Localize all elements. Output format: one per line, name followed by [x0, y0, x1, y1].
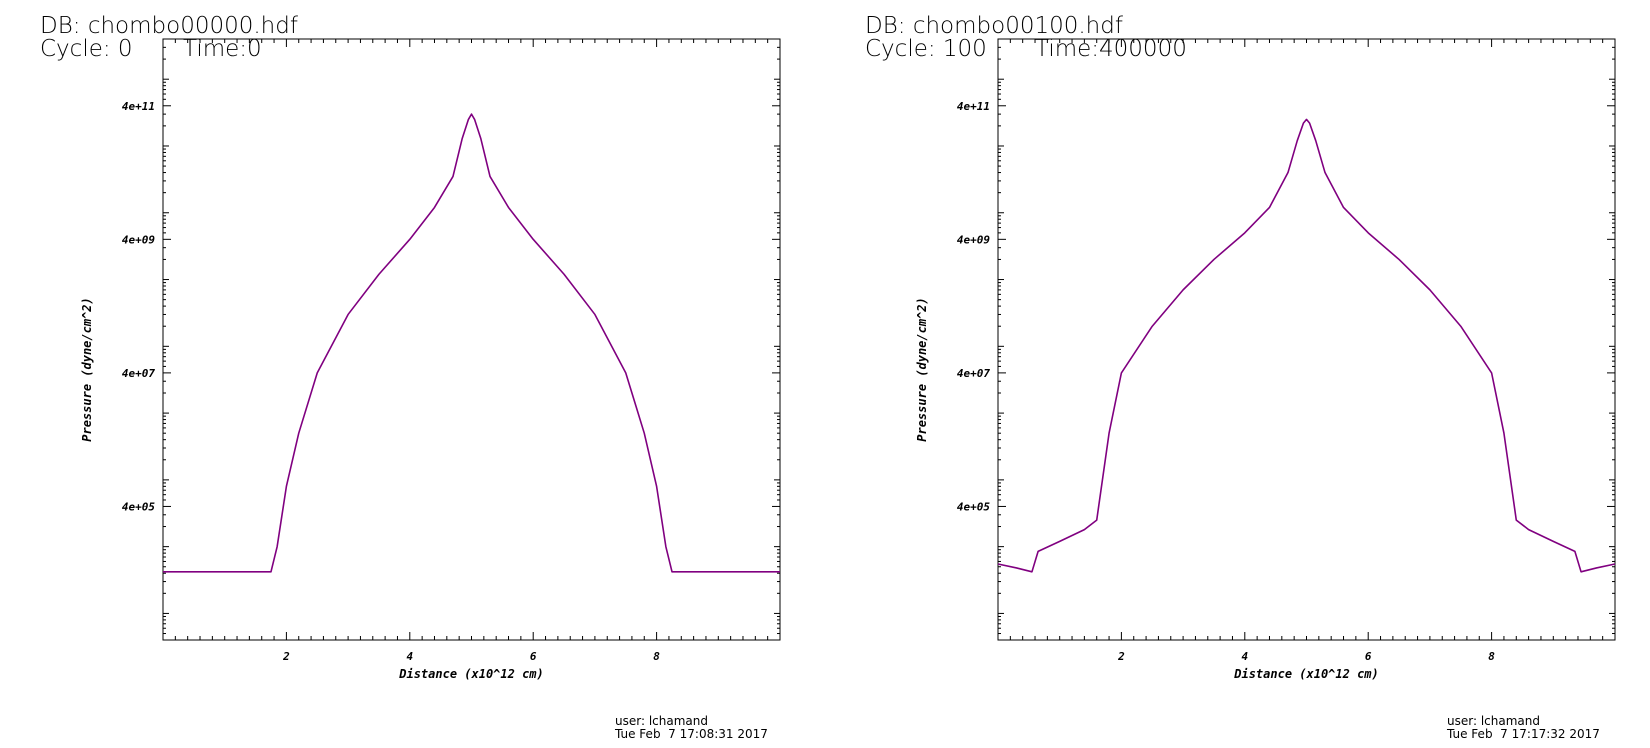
- x-tick-label: 8: [653, 650, 660, 663]
- user-label: user: lchamand: [1447, 714, 1540, 728]
- chart-left: 2 4 6 8 4e+05 4e+07 4e+09 4e+11 Distance (x10^12…: [80, 38, 781, 681]
- cycle-label: Cycle: 0: [40, 36, 133, 62]
- time-label: Time:400000: [1035, 36, 1187, 62]
- y-tick-label: 4e+09: [122, 233, 155, 246]
- x-tick-label: 8: [1488, 650, 1495, 663]
- pressure-curve: [997, 118, 1616, 573]
- date-label: Tue Feb 7 17:17:32 2017: [1447, 727, 1600, 741]
- y-axis-title: Pressure (dyne/cm^2): [915, 297, 929, 442]
- x-axis-title: Distance (x10^12 cm): [1233, 667, 1379, 681]
- y-tick-label: 4e+11: [122, 100, 155, 113]
- y-tick-label: 4e+05: [957, 500, 990, 513]
- x-tick-label: 6: [1365, 650, 1372, 663]
- chart-right: 2 4 6 8 4e+05 4e+07 4e+09 4e+11 Distance (x10^12…: [915, 38, 1616, 681]
- db-label: DB: chombo00000.hdf: [40, 13, 298, 39]
- x-axis-title: Distance (x10^12 cm): [398, 667, 544, 681]
- x-tick-label: 6: [530, 650, 537, 663]
- plot-frame: [997, 38, 1616, 641]
- x-tick-label: 4: [406, 650, 413, 663]
- time-label: Time:0: [183, 36, 262, 62]
- panel-left: DB: chombo00000.hdf Cycle: 0 Time:0 2 4 6 8…: [40, 13, 781, 741]
- pressure-curve: [163, 113, 780, 573]
- x-tick-label: 4: [1241, 650, 1248, 663]
- y-tick-label: 4e+11: [957, 100, 990, 113]
- date-label: Tue Feb 7 17:08:31 2017: [615, 727, 768, 741]
- y-tick-label: 4e+05: [122, 500, 155, 513]
- x-tick-label: 2: [1117, 650, 1125, 663]
- y-axis-title: Pressure (dyne/cm^2): [80, 297, 94, 442]
- y-tick-label: 4e+09: [957, 233, 990, 246]
- panel-right: DB: chombo00100.hdf Cycle: 100 Time:4000…: [825, 0, 1650, 748]
- cycle-label: Cycle: 100: [865, 36, 987, 62]
- plot-frame: [162, 38, 781, 641]
- y-tick-label: 4e+07: [122, 367, 155, 380]
- y-tick-label: 4e+07: [957, 367, 990, 380]
- db-label: DB: chombo00100.hdf: [865, 13, 1123, 39]
- user-label: user: lchamand: [615, 714, 708, 728]
- x-tick-label: 2: [282, 650, 290, 663]
